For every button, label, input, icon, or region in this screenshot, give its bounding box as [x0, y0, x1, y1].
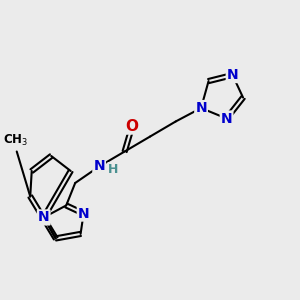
Text: N: N [227, 68, 239, 82]
Text: N: N [38, 210, 50, 224]
Text: H: H [108, 163, 119, 176]
Text: O: O [126, 118, 139, 134]
Text: N: N [195, 101, 207, 115]
Text: N: N [221, 112, 232, 125]
Text: CH$_3$: CH$_3$ [3, 133, 28, 148]
Text: N: N [78, 206, 89, 220]
Text: N: N [93, 160, 105, 173]
